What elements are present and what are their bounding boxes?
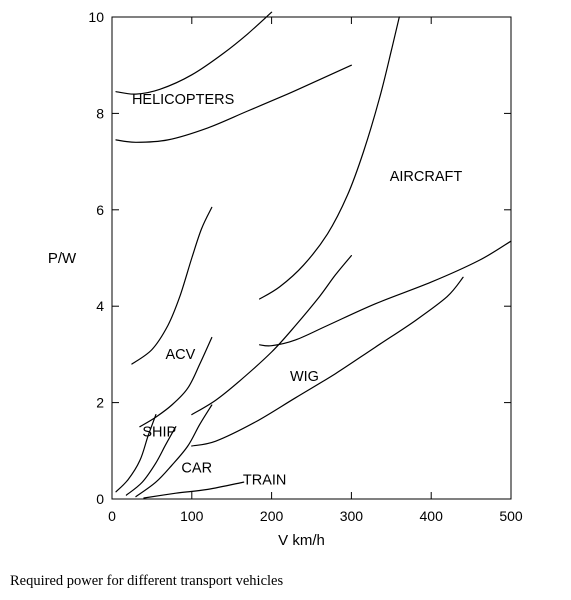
series-lines xyxy=(115,11,512,499)
x-tick-label: 200 xyxy=(260,508,284,524)
series-line-2 xyxy=(115,64,352,143)
x-tick-label: 500 xyxy=(499,508,523,524)
x-tick-label: 0 xyxy=(108,508,116,524)
curve-label-car: CAR xyxy=(181,460,212,476)
y-axis-label: P/W xyxy=(48,250,77,267)
curve-label-wig: WIG xyxy=(290,369,319,385)
curve-label-acv: ACV xyxy=(165,347,195,363)
y-tick-label: 0 xyxy=(96,491,104,507)
series-line-3 xyxy=(259,16,400,300)
y-tick-label: 6 xyxy=(96,202,104,218)
axis-ticks: 0 100 200 300 400 500 0 2 4 6 8 10 V km/h P/W xyxy=(48,9,523,549)
series-line-9 xyxy=(115,414,157,493)
curve-label-aircraft: AIRCRAFT xyxy=(390,169,463,185)
y-tick-label: 10 xyxy=(88,9,104,25)
x-tick-label: 400 xyxy=(420,508,444,524)
series-line-6 xyxy=(191,255,352,416)
series-line-12 xyxy=(143,481,245,499)
x-axis-label: V km/h xyxy=(278,532,325,549)
series-line-4 xyxy=(259,240,512,347)
axes xyxy=(111,16,512,500)
series-line-11 xyxy=(135,404,213,498)
plot-frame xyxy=(111,16,512,500)
x-tick-label: 300 xyxy=(340,508,364,524)
series-line-1 xyxy=(115,11,273,95)
y-tick-label: 8 xyxy=(96,105,104,121)
series-line-7 xyxy=(131,206,213,365)
curve-labels: HELICOPTERS AIRCRAFT ACV WIG SHIP CAR TRAIN xyxy=(132,92,462,489)
x-tick-label: 100 xyxy=(180,508,204,524)
curve-label-ship: SHIP xyxy=(142,424,176,440)
series-line-10 xyxy=(125,426,177,496)
curve-label-train: TRAIN xyxy=(243,473,287,489)
curve-label-helicopters: HELICOPTERS xyxy=(132,92,234,108)
series-line-5 xyxy=(191,276,464,447)
y-tick-label: 2 xyxy=(96,395,104,411)
figure-caption: Required power for different transport v… xyxy=(10,573,284,589)
y-tick-label: 4 xyxy=(96,298,104,314)
